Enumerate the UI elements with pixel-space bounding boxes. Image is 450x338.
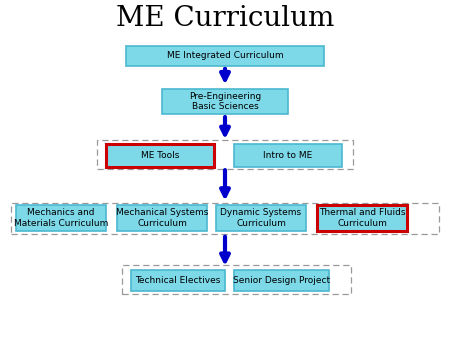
FancyBboxPatch shape xyxy=(216,206,306,231)
Text: Senior Design Project: Senior Design Project xyxy=(233,276,330,285)
Text: Intro to ME: Intro to ME xyxy=(263,151,313,160)
Text: Mechanics and
Materials Curriculum: Mechanics and Materials Curriculum xyxy=(14,208,108,228)
Text: ME Integrated Curriculum: ME Integrated Curriculum xyxy=(166,51,284,60)
FancyBboxPatch shape xyxy=(162,89,288,114)
Bar xyxy=(97,140,353,169)
Bar xyxy=(11,203,439,234)
Text: Thermal and Fluids
Curriculum: Thermal and Fluids Curriculum xyxy=(319,208,405,228)
FancyBboxPatch shape xyxy=(317,206,407,231)
FancyBboxPatch shape xyxy=(16,206,106,231)
FancyBboxPatch shape xyxy=(117,206,207,231)
Text: Pre-Engineering
Basic Sciences: Pre-Engineering Basic Sciences xyxy=(189,92,261,111)
FancyBboxPatch shape xyxy=(106,144,214,167)
Text: Mechanical Systems
Curriculum: Mechanical Systems Curriculum xyxy=(116,208,208,228)
Bar xyxy=(122,265,351,294)
FancyBboxPatch shape xyxy=(234,270,328,291)
Text: Technical Electives: Technical Electives xyxy=(135,276,220,285)
FancyBboxPatch shape xyxy=(126,46,324,66)
Text: ME Curriculum: ME Curriculum xyxy=(116,5,334,32)
Text: ME Tools: ME Tools xyxy=(140,151,179,160)
FancyBboxPatch shape xyxy=(130,270,225,291)
Text: Dynamic Systems
Curriculum: Dynamic Systems Curriculum xyxy=(220,208,302,228)
FancyBboxPatch shape xyxy=(234,144,342,167)
